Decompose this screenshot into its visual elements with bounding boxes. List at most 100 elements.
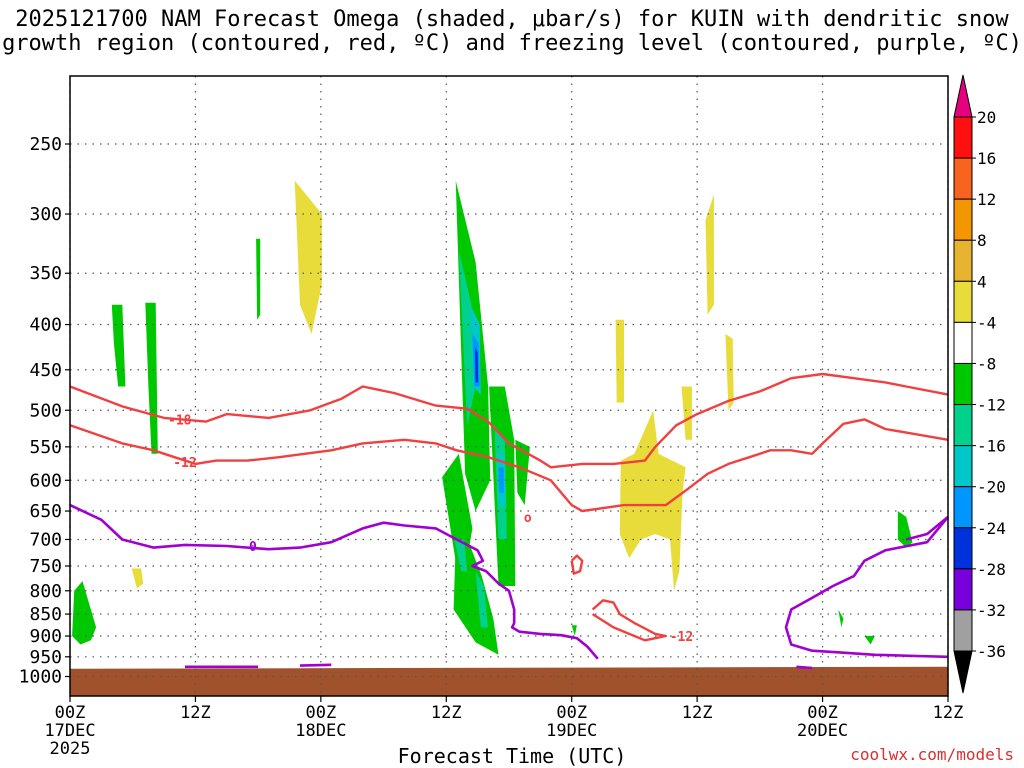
colorbar-swatch-8 <box>953 445 973 488</box>
colorbar-label-0: 20 <box>977 108 996 127</box>
colorbar-swatch-6 <box>953 362 973 406</box>
colorbar-label-6: -8 <box>977 354 996 373</box>
freezing-level-contour-0 <box>69 503 599 660</box>
dendritic-contour-3 <box>570 554 584 575</box>
x-tick-label-4: 00Z <box>556 703 587 723</box>
dendritic-contour-2 <box>591 599 667 642</box>
omega-region-0-1 <box>145 302 158 454</box>
colorbar-swatch-7 <box>953 404 973 447</box>
colorbar-label-11: -28 <box>977 560 1006 579</box>
y-tick-label-2: 350 <box>29 263 62 284</box>
colorbar-label-13: -36 <box>977 642 1006 661</box>
dendritic-contour-label-4: o <box>524 511 532 526</box>
x-tick-label-7: 12Z <box>933 703 964 723</box>
dendritic-contour-label-0: -18 <box>168 413 192 428</box>
omega-region-0-11 <box>838 609 844 628</box>
omega-fill-layer <box>72 180 913 655</box>
colorbar-bottom-arrow <box>953 650 973 694</box>
omega-region-4-0 <box>475 347 479 383</box>
freezing-level-contour-4 <box>299 663 332 667</box>
y-tick-label-3: 400 <box>29 315 62 336</box>
chart-title-line-2: growth region (contoured, red, ºC) and f… <box>2 31 1022 56</box>
freezing-level-contour-layer <box>69 503 950 670</box>
y-tick-label-12: 850 <box>29 604 62 625</box>
colorbar-label-9: -20 <box>977 478 1006 497</box>
x-tick-date-4: 19DEC <box>546 721 597 741</box>
y-tick-label-14: 950 <box>29 647 62 668</box>
omega-region-5-6 <box>619 410 686 591</box>
colorbar-swatch-11 <box>953 568 973 611</box>
colorbar-top-arrow <box>953 74 973 118</box>
freezing-level-contour-5 <box>796 665 813 670</box>
colorbar-label-4: 4 <box>977 272 987 291</box>
omega-region-1-0 <box>458 250 476 426</box>
omega-region-0-10 <box>897 511 913 548</box>
y-axis: 2503003504004505005506006507007508008509… <box>19 134 70 688</box>
omega-region-3-1 <box>498 467 504 493</box>
contour-label-layer: -18 -12 -12 o 0 <box>168 413 693 645</box>
y-tick-label-7: 600 <box>29 470 62 491</box>
colorbar-swatch-last <box>953 609 973 652</box>
x-tick-label-3: 12Z <box>431 703 462 723</box>
omega-region-0-2 <box>72 581 97 645</box>
colorbar-label-10: -24 <box>977 519 1006 538</box>
x-tick-date-0: 17DEC <box>44 721 95 741</box>
ground-layer <box>70 666 948 696</box>
ground-fill <box>70 666 948 696</box>
colorbar-swatch-0 <box>953 116 973 159</box>
x-tick-date-6: 20DEC <box>797 721 848 741</box>
omega-region-1-3 <box>475 571 489 628</box>
colorbar-label-3: 8 <box>977 231 987 250</box>
site-credit[interactable]: coolwx.com/models <box>850 745 1014 764</box>
colorbar-swatch-9 <box>953 486 973 529</box>
y-tick-label-8: 650 <box>29 501 62 522</box>
omega-region-5-5 <box>725 334 734 411</box>
omega-region-0-0 <box>111 304 126 387</box>
y-tick-label-6: 550 <box>29 437 62 458</box>
freezing-level-contour-2 <box>784 516 950 659</box>
x-axis-title: Forecast Time (UTC) <box>397 744 627 768</box>
y-tick-label-11: 800 <box>29 581 62 602</box>
colorbar-swatch-3 <box>953 239 973 282</box>
colorbar-label-8: -16 <box>977 437 1006 456</box>
omega-region-5-2 <box>615 319 624 403</box>
colorbar-swatch-10 <box>953 527 973 570</box>
colorbar: 20 16 12 8 4 -4 -8 -12 -16 -20 -24 -28 -32 -36 <box>953 74 1006 694</box>
omega-region-0-8 <box>515 439 530 506</box>
y-tick-label-1: 300 <box>29 204 62 225</box>
y-tick-label-13: 900 <box>29 626 62 647</box>
colorbar-label-5: -4 <box>977 313 996 332</box>
colorbar-swatch-1 <box>953 157 973 200</box>
omega-region-0-3 <box>256 238 261 320</box>
x-tick-label-5: 12Z <box>682 703 713 723</box>
colorbar-swatch-5 <box>953 321 973 364</box>
grid-layer <box>69 76 949 696</box>
dendritic-contour-1 <box>69 418 949 513</box>
freezing-level-label-0: 0 <box>249 540 257 555</box>
y-tick-label-0: 250 <box>29 134 62 155</box>
y-tick-label-4: 450 <box>29 360 62 381</box>
y-tick-label-5: 500 <box>29 400 62 421</box>
x-tick-label-1: 12Z <box>180 703 211 723</box>
y-tick-label-9: 700 <box>29 529 62 550</box>
colorbar-label-1: 16 <box>977 149 996 168</box>
dendritic-contour-layer <box>69 372 949 642</box>
colorbar-label-12: -32 <box>977 601 1006 620</box>
colorbar-label-7: -12 <box>977 396 1006 415</box>
x-tick-label-2: 00Z <box>305 703 336 723</box>
plot-frame <box>69 75 949 697</box>
dendritic-contour-label-2: -12 <box>670 630 693 645</box>
omega-region-5-1 <box>131 568 144 589</box>
colorbar-swatch-2 <box>953 198 973 241</box>
freezing-level-contour-1 <box>905 515 949 541</box>
chart-title-line-1: 2025121700 NAM Forecast Omega (shaded, μ… <box>15 7 1009 32</box>
x-tick-date-2: 18DEC <box>295 721 346 741</box>
dendritic-contour-label-1: -12 <box>173 456 196 471</box>
colorbar-label-2: 12 <box>977 190 996 209</box>
x-tick-label-0: 00Z <box>55 703 86 723</box>
omega-region-0-12 <box>864 636 875 645</box>
omega-region-5-0 <box>294 180 322 334</box>
omega-region-0-6 <box>453 511 499 655</box>
